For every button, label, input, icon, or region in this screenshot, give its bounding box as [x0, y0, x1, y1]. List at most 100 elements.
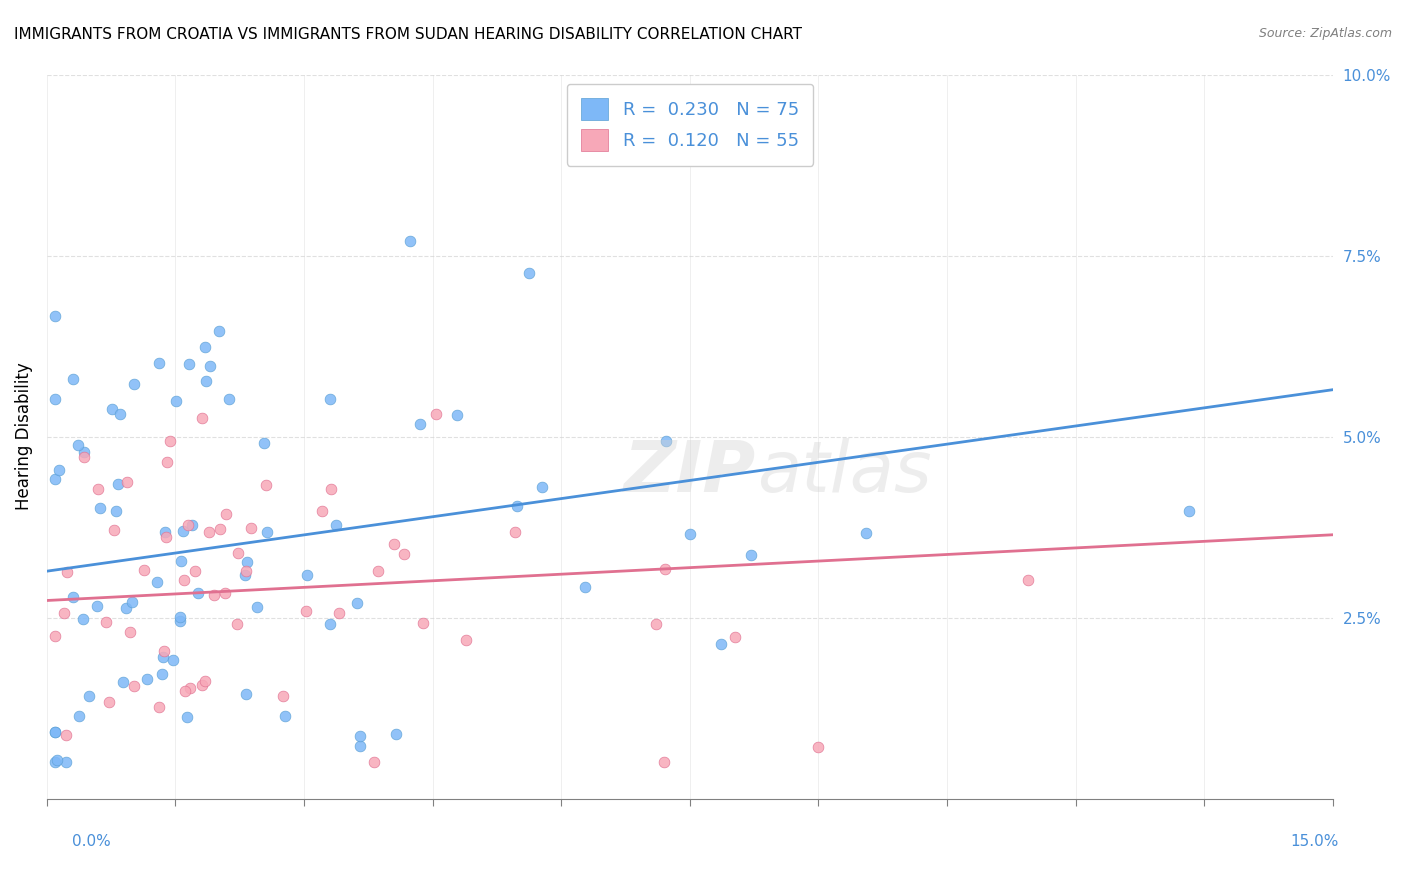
- Point: [215, 507, 238, 521]
- Point: [235, 555, 257, 569]
- Point: [122, 377, 145, 392]
- Point: [325, 517, 347, 532]
- Point: [311, 503, 333, 517]
- Point: [399, 234, 422, 248]
- Point: [56, 565, 79, 579]
- Point: [44, 629, 66, 643]
- Point: [176, 710, 198, 724]
- Point: [214, 585, 236, 599]
- Point: [191, 411, 214, 425]
- Point: [454, 632, 477, 647]
- Text: atlas: atlas: [756, 438, 932, 508]
- Point: [177, 518, 200, 533]
- Point: [654, 562, 676, 576]
- Point: [53, 606, 76, 620]
- Point: [108, 407, 131, 421]
- Point: [148, 700, 170, 714]
- Point: [103, 523, 125, 537]
- Y-axis label: Hearing Disability: Hearing Disability: [15, 363, 32, 510]
- Point: [226, 616, 249, 631]
- Point: [173, 684, 195, 698]
- Point: [740, 548, 762, 562]
- Point: [181, 518, 204, 533]
- Point: [384, 727, 406, 741]
- Point: [179, 357, 201, 371]
- Point: [184, 564, 207, 578]
- Point: [194, 673, 217, 688]
- Point: [117, 475, 139, 489]
- Point: [194, 374, 217, 388]
- Point: [44, 392, 66, 406]
- Point: [153, 643, 176, 657]
- Point: [652, 756, 675, 770]
- Point: [425, 408, 447, 422]
- Point: [165, 393, 187, 408]
- Point: [118, 625, 141, 640]
- Point: [132, 563, 155, 577]
- Point: [855, 526, 877, 541]
- Text: IMMIGRANTS FROM CROATIA VS IMMIGRANTS FROM SUDAN HEARING DISABILITY CORRELATION : IMMIGRANTS FROM CROATIA VS IMMIGRANTS FR…: [14, 27, 801, 42]
- Point: [170, 554, 193, 568]
- Point: [295, 568, 318, 582]
- Legend: R =  0.230   N = 75, R =  0.120   N = 55: R = 0.230 N = 75, R = 0.120 N = 55: [567, 84, 813, 166]
- Point: [446, 408, 468, 422]
- Point: [44, 472, 66, 486]
- Point: [159, 434, 181, 448]
- Point: [44, 725, 66, 739]
- Point: [235, 564, 257, 578]
- Point: [319, 617, 342, 632]
- Point: [254, 478, 277, 492]
- Point: [153, 524, 176, 539]
- Point: [724, 630, 747, 644]
- Point: [121, 595, 143, 609]
- Point: [246, 600, 269, 615]
- Point: [44, 310, 66, 324]
- Point: [807, 739, 830, 754]
- Point: [156, 455, 179, 469]
- Point: [645, 616, 668, 631]
- Point: [318, 392, 340, 406]
- Point: [72, 612, 94, 626]
- Point: [155, 530, 177, 544]
- Point: [1017, 573, 1039, 587]
- Text: ZIP: ZIP: [624, 438, 756, 508]
- Point: [190, 678, 212, 692]
- Point: [112, 674, 135, 689]
- Point: [349, 729, 371, 743]
- Point: [169, 610, 191, 624]
- Point: [218, 392, 240, 406]
- Point: [86, 599, 108, 614]
- Point: [200, 359, 222, 373]
- Point: [145, 574, 167, 589]
- Point: [173, 573, 195, 587]
- Point: [349, 739, 371, 753]
- Point: [412, 616, 434, 631]
- Point: [115, 600, 138, 615]
- Point: [363, 756, 385, 770]
- Point: [55, 728, 77, 742]
- Point: [94, 615, 117, 629]
- Point: [226, 546, 249, 560]
- Point: [105, 504, 128, 518]
- Point: [346, 595, 368, 609]
- Point: [44, 725, 66, 739]
- Point: [55, 756, 77, 770]
- Point: [519, 266, 541, 280]
- Point: [328, 607, 350, 621]
- Point: [62, 372, 84, 386]
- Point: [208, 324, 231, 338]
- Point: [366, 564, 388, 578]
- Point: [72, 450, 94, 464]
- Point: [148, 356, 170, 370]
- Point: [101, 401, 124, 416]
- Point: [202, 588, 225, 602]
- Point: [48, 463, 70, 477]
- Point: [198, 524, 221, 539]
- Point: [392, 547, 415, 561]
- Point: [162, 653, 184, 667]
- Point: [46, 753, 69, 767]
- Point: [654, 434, 676, 448]
- Point: [97, 695, 120, 709]
- Point: [136, 672, 159, 686]
- Point: [150, 667, 173, 681]
